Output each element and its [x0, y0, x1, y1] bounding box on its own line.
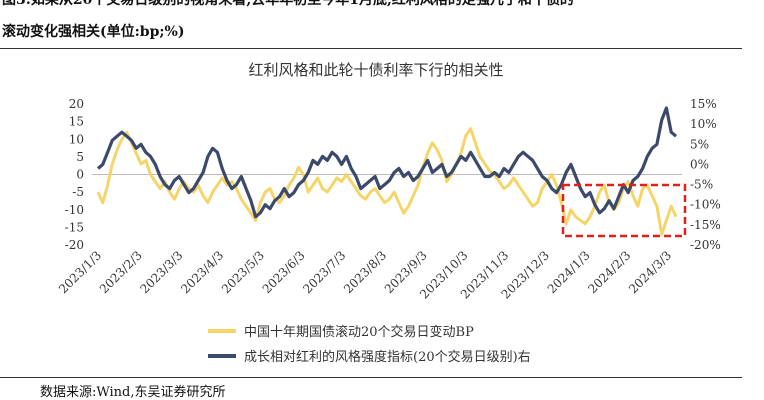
left-tick-label: -15	[65, 220, 84, 234]
left-tick-label: 0	[76, 168, 84, 182]
bottom-rule	[0, 377, 742, 378]
legend-label-style: 成长相对红利的风格强度指标(20个交易日级别)右	[244, 349, 531, 365]
right-tick-label: -20%	[690, 238, 721, 252]
left-tick-label: 5	[76, 150, 84, 164]
x-tick-label: 2024/2/3	[585, 248, 633, 296]
right-tick-label: 15%	[690, 97, 717, 111]
right-tick-label: -5%	[690, 178, 713, 192]
right-tick-label: 10%	[690, 117, 717, 131]
figure-title-line2: 滚动变化强相关(单位:bp;%)	[2, 24, 185, 40]
highlight-box	[561, 183, 687, 238]
left-tick-label: -10	[65, 203, 84, 217]
series-line-bond-yield	[96, 127, 678, 236]
right-tick-label: 0%	[690, 157, 709, 171]
legend: 中国十年期国债滚动20个交易日变动BP 成长相对红利的风格强度指标(20个交易日…	[208, 324, 531, 365]
data-source: 数据来源:Wind,东吴证券研究所	[40, 385, 226, 400]
right-tick-label: 5%	[690, 137, 709, 151]
figure-title-line1: 图3:如果从20个交易日级别的视角来看,去年年初至今年1月底,红利风格的走强几乎…	[2, 0, 574, 8]
series-layer	[96, 106, 687, 238]
left-tick-label: 10	[69, 132, 84, 146]
right-tick-label: -15%	[690, 218, 721, 232]
right-tick-label: -10%	[690, 198, 721, 212]
x-tick-label: 2023/7/3	[300, 248, 348, 296]
x-tick-label: 2023/3/3	[138, 248, 186, 296]
series-line-growth-vs-dividend	[96, 106, 678, 219]
x-tick-label: 2024/1/3	[545, 248, 593, 296]
x-tick-label: 2023/4/3	[178, 248, 226, 296]
x-tick-label: 2024/3/3	[626, 248, 674, 296]
top-rule	[0, 48, 742, 49]
chart-title: 红利风格和此轮十债利率下行的相关性	[248, 61, 503, 79]
left-tick-label: 20	[69, 97, 84, 111]
x-tick-label: 2023/5/3	[219, 248, 267, 296]
line-chart: 红利风格和此轮十债利率下行的相关性 20 15 10 5 0 -5 -10 -15 -20 15%…	[56, 61, 721, 365]
left-tick-label: -20	[65, 238, 84, 252]
x-tick-label: 2023/8/3	[341, 248, 389, 296]
legend-label-bond: 中国十年期国债滚动20个交易日变动BP	[244, 324, 474, 340]
left-tick-label: 15	[69, 115, 84, 129]
x-tick-label: 2023/2/3	[97, 248, 145, 296]
x-tick-label: 2023/1/3	[56, 248, 104, 296]
x-tick-label: 2023/6/3	[260, 248, 308, 296]
left-tick-label: -5	[72, 185, 84, 199]
